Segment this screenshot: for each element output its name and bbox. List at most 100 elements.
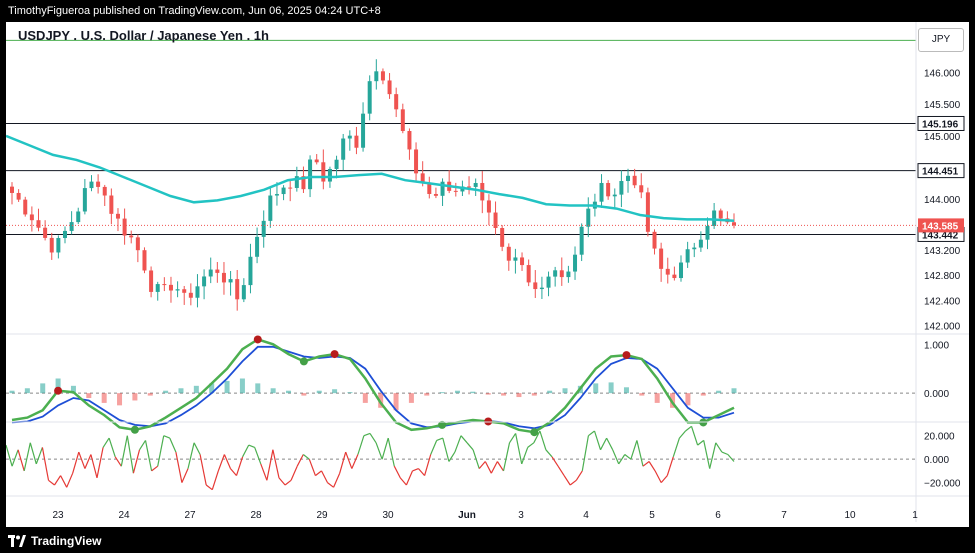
signal-dot[interactable] [438,420,447,429]
candle[interactable] [175,281,180,298]
candle[interactable] [182,285,187,305]
candle[interactable] [698,231,703,252]
candle[interactable] [241,278,246,303]
candle[interactable] [274,182,279,206]
candle[interactable] [314,154,319,165]
candle[interactable] [520,252,525,271]
candle[interactable] [467,176,472,195]
candle[interactable] [341,133,346,171]
candle[interactable] [414,142,419,182]
candle[interactable] [539,276,544,299]
candle[interactable] [394,87,399,118]
candle[interactable] [281,185,286,201]
candle[interactable] [433,187,438,199]
candle[interactable] [506,243,511,271]
candle[interactable] [407,128,412,160]
signal-dot[interactable] [54,386,63,395]
chart-svg[interactable]: 146.000145.500145.000144.400144.000143.2… [5,22,969,527]
candle[interactable] [188,283,193,306]
candle[interactable] [672,266,677,281]
candle[interactable] [261,210,266,248]
candle[interactable] [301,166,306,193]
candle[interactable] [692,242,697,258]
signal-dot[interactable] [530,428,539,437]
candle[interactable] [235,269,240,311]
candle[interactable] [712,203,717,229]
candle[interactable] [400,103,405,134]
candle[interactable] [43,220,48,241]
candle[interactable] [96,174,101,194]
candle[interactable] [599,174,604,208]
candle[interactable] [493,201,498,235]
candle[interactable] [10,182,14,205]
candle[interactable] [718,208,723,226]
symbol-legend[interactable]: USDJPY . U.S. Dollar / Japanese Yen . 1h [18,28,269,43]
candle[interactable] [82,179,87,215]
candle[interactable] [725,211,730,225]
candle[interactable] [334,155,339,179]
candle[interactable] [546,271,551,297]
candle[interactable] [69,211,74,235]
signal-dot[interactable] [622,351,631,360]
candle[interactable] [652,229,657,255]
candle[interactable] [347,130,352,151]
candle[interactable] [526,259,531,287]
candle[interactable] [248,243,253,294]
candle[interactable] [162,277,167,292]
candle[interactable] [109,188,114,225]
candle[interactable] [639,173,644,199]
candle[interactable] [89,175,94,192]
candle[interactable] [36,208,41,232]
candle[interactable] [586,197,591,238]
candle[interactable] [208,257,213,284]
candle[interactable] [221,262,226,295]
candle[interactable] [659,242,664,282]
candle[interactable] [49,232,54,260]
candle[interactable] [142,247,147,274]
candle[interactable] [679,255,684,282]
candle[interactable] [16,189,21,202]
signal-dot[interactable] [330,350,339,359]
signal-dot[interactable] [130,425,139,434]
candle[interactable] [559,257,564,286]
moving-average-line[interactable] [5,134,735,222]
candle[interactable] [195,274,200,308]
candle[interactable] [632,168,637,189]
candle[interactable] [579,223,584,262]
candle[interactable] [533,270,538,298]
candle[interactable] [228,270,233,296]
tradingview-logo[interactable]: TradingView [8,534,101,548]
candle[interactable] [685,241,690,268]
candle[interactable] [321,149,326,190]
candle[interactable] [645,187,650,237]
candle[interactable] [62,226,67,244]
candle[interactable] [29,206,34,232]
candle[interactable] [367,75,372,121]
candle[interactable] [115,208,120,232]
candle[interactable] [606,180,611,200]
candle[interactable] [168,276,173,303]
candle[interactable] [626,168,631,193]
candle[interactable] [705,217,710,250]
candle[interactable] [612,188,617,209]
candle[interactable] [255,227,260,264]
candle[interactable] [129,230,134,244]
candle[interactable] [288,180,293,202]
signal-dot[interactable] [299,357,308,366]
candle[interactable] [155,281,160,301]
candle[interactable] [149,266,154,298]
candle[interactable] [215,261,220,283]
candle[interactable] [665,257,670,284]
candle[interactable] [122,208,127,245]
candle[interactable] [732,213,736,229]
candle[interactable] [387,73,392,99]
candle[interactable] [135,234,140,263]
candle[interactable] [354,126,359,155]
candle[interactable] [23,196,28,217]
candle[interactable] [447,170,452,194]
candle[interactable] [440,178,445,207]
candle[interactable] [553,266,558,287]
candle[interactable] [573,246,578,280]
slow-signal-line[interactable] [11,345,735,430]
candle[interactable] [486,194,491,226]
